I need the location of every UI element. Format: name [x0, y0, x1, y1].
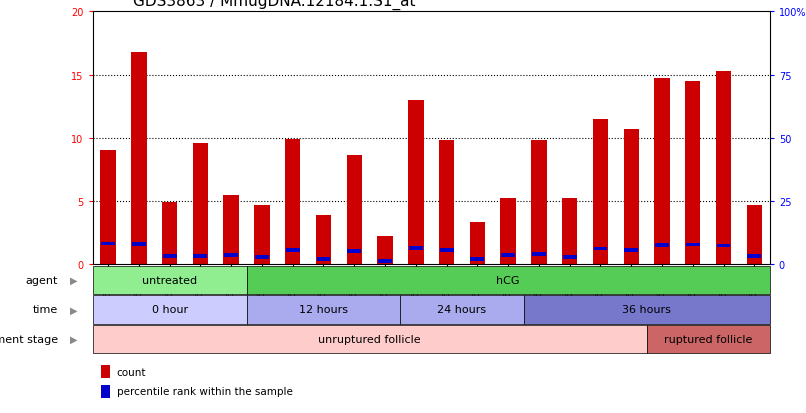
Bar — [101, 151, 116, 264]
Bar — [409, 246, 422, 250]
Text: count: count — [117, 367, 147, 377]
Bar — [247, 296, 401, 324]
Bar — [347, 250, 361, 254]
Text: ▶: ▶ — [70, 275, 77, 285]
Text: GDS3863 / MmugDNA.12184.1.S1_at: GDS3863 / MmugDNA.12184.1.S1_at — [133, 0, 415, 10]
Bar — [255, 255, 269, 259]
Bar — [162, 203, 177, 264]
Text: unruptured follicle: unruptured follicle — [318, 334, 421, 344]
Bar — [93, 266, 247, 294]
Bar — [247, 266, 770, 294]
Bar — [524, 296, 770, 324]
Bar — [624, 130, 639, 264]
Bar — [132, 242, 146, 246]
Bar — [625, 249, 638, 252]
Text: development stage: development stage — [0, 334, 58, 344]
Bar — [440, 249, 454, 253]
Bar — [193, 254, 207, 258]
Bar — [285, 140, 301, 264]
Bar — [193, 143, 208, 264]
Text: agent: agent — [26, 275, 58, 285]
Bar — [470, 223, 485, 264]
Bar — [717, 244, 730, 248]
Bar — [347, 156, 362, 264]
Bar — [655, 244, 669, 247]
Bar — [254, 205, 270, 264]
Bar — [501, 253, 515, 257]
Bar — [378, 259, 392, 263]
Bar — [747, 255, 761, 259]
Text: time: time — [33, 305, 58, 315]
Bar — [501, 199, 516, 264]
Bar — [746, 205, 762, 264]
Bar — [163, 255, 177, 259]
Bar — [102, 242, 115, 246]
Text: 12 hours: 12 hours — [299, 305, 348, 315]
Bar — [471, 257, 484, 261]
Bar — [224, 254, 238, 258]
Text: 0 hour: 0 hour — [152, 305, 188, 315]
Bar — [93, 325, 646, 353]
Bar — [686, 243, 700, 247]
Bar — [685, 82, 700, 264]
Bar — [654, 79, 670, 264]
Bar — [563, 255, 576, 259]
Bar — [286, 249, 300, 252]
Bar — [532, 253, 546, 256]
Text: untreated: untreated — [142, 275, 197, 285]
Bar — [531, 141, 546, 264]
Text: ▶: ▶ — [70, 305, 77, 315]
Bar — [408, 101, 423, 264]
Bar — [131, 53, 147, 264]
Bar — [377, 237, 393, 264]
Text: 36 hours: 36 hours — [622, 305, 671, 315]
Text: ruptured follicle: ruptured follicle — [664, 334, 752, 344]
Bar — [592, 119, 609, 264]
Bar — [716, 71, 731, 264]
Text: hCG: hCG — [496, 275, 520, 285]
Bar — [316, 215, 331, 264]
Bar — [439, 141, 455, 264]
Text: 24 hours: 24 hours — [438, 305, 487, 315]
Bar — [223, 195, 239, 264]
Bar — [593, 247, 608, 251]
Text: percentile rank within the sample: percentile rank within the sample — [117, 387, 293, 396]
Bar — [646, 325, 770, 353]
Text: ▶: ▶ — [70, 334, 77, 344]
Bar — [562, 199, 577, 264]
Bar — [317, 257, 330, 261]
Bar — [401, 296, 524, 324]
Bar — [93, 296, 247, 324]
